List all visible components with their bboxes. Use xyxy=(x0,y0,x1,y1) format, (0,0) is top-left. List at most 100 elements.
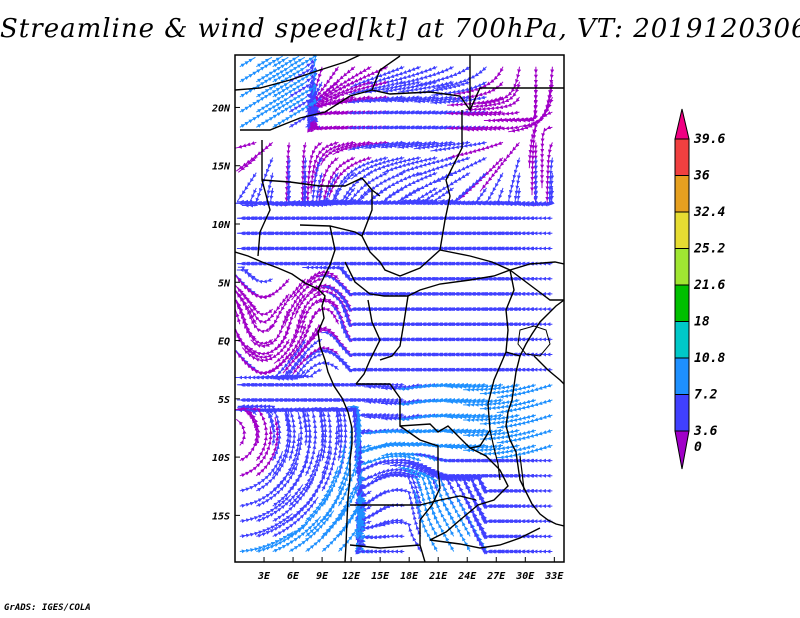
colorbar-label: 7.2 xyxy=(694,388,718,403)
streamline xyxy=(415,66,471,86)
streamline xyxy=(235,274,257,295)
streamline xyxy=(480,501,536,510)
x-tick-label: 9E xyxy=(316,571,329,582)
colorbar-label: 25.2 xyxy=(693,242,725,257)
colorbar-label: 32.4 xyxy=(693,205,725,220)
lake-malawi xyxy=(519,455,525,491)
coastline-borders xyxy=(235,55,564,562)
streamline xyxy=(458,157,504,201)
x-tick-label: 33E xyxy=(544,571,564,582)
streamline xyxy=(496,444,553,460)
y-tick-label: 10S xyxy=(212,453,230,464)
streamline xyxy=(490,157,521,205)
x-tick-label: 3E xyxy=(257,571,271,582)
streamline xyxy=(235,418,247,446)
streamline xyxy=(321,482,358,537)
y-tick-label: 15S xyxy=(212,511,230,522)
colorbar-segment xyxy=(674,394,690,432)
streamline xyxy=(439,478,471,537)
streamline xyxy=(337,408,348,476)
border-zambia xyxy=(429,447,509,541)
x-tick-label: 6E xyxy=(287,571,300,582)
streamline xyxy=(239,55,283,83)
lake-victoria xyxy=(517,325,551,357)
colorbar-segment xyxy=(674,211,690,249)
streamline xyxy=(348,80,405,96)
streamline xyxy=(274,293,306,351)
border-algeria xyxy=(240,55,401,131)
streamline xyxy=(256,55,300,83)
border-ethiopia xyxy=(509,269,564,301)
streamline xyxy=(268,408,325,416)
east-africa-coastline xyxy=(505,299,564,527)
streamline xyxy=(505,172,539,207)
colorbar-bottom-triangle xyxy=(674,430,690,470)
streamline xyxy=(398,65,454,85)
y-tick-label: 5N xyxy=(218,278,231,289)
colorbar-segment xyxy=(674,175,690,213)
colorbar: 03.6 7.2 10.8 18 21.6 25.2 32.4 36 39.6 xyxy=(674,108,725,470)
streamline xyxy=(367,187,422,204)
colorbar-segment xyxy=(674,357,690,395)
streamline xyxy=(355,447,389,475)
border-north xyxy=(235,55,361,91)
colorbar-label: 36 xyxy=(693,169,710,184)
chart-title: Streamline & wind speed[kt] at 700hPa, V… xyxy=(0,14,800,44)
streamline xyxy=(288,411,304,477)
colorbar-segment xyxy=(674,248,690,286)
streamline xyxy=(274,172,308,207)
streamline xyxy=(245,408,292,431)
border-libya xyxy=(371,55,471,113)
x-tick-label: 18E xyxy=(400,571,419,582)
x-tick-label: 12E xyxy=(342,571,361,582)
x-tick-label: 21E xyxy=(428,571,448,582)
border-mali-niger xyxy=(257,140,271,257)
streamline xyxy=(288,56,306,68)
streamline xyxy=(272,56,289,68)
streamline xyxy=(237,187,258,204)
streamline xyxy=(235,408,291,416)
streamline xyxy=(480,516,536,525)
streamline xyxy=(272,68,318,98)
colorbar-top-triangle xyxy=(674,108,690,140)
streamline xyxy=(356,535,388,555)
streamline xyxy=(462,125,520,132)
streamline xyxy=(256,56,273,68)
streamline xyxy=(356,518,405,532)
border-congo-drc xyxy=(355,295,409,385)
streamlines xyxy=(235,55,555,555)
streamline xyxy=(318,408,372,419)
border-angola-namibia xyxy=(350,495,477,506)
streamline xyxy=(255,417,280,477)
streamline xyxy=(288,450,320,507)
streamline xyxy=(235,309,241,325)
streamline xyxy=(293,407,325,446)
border-kenya-tz xyxy=(505,351,564,385)
streamline xyxy=(239,56,256,68)
plot-frame xyxy=(234,54,565,563)
streamline xyxy=(321,501,362,552)
border-chad xyxy=(361,190,441,277)
border-south xyxy=(429,527,541,549)
streamline xyxy=(480,486,536,494)
y-tick-label: 5S xyxy=(218,395,230,406)
streamline xyxy=(256,439,291,492)
colorbar-segment xyxy=(674,321,690,359)
colorbar-label: 21.6 xyxy=(693,278,725,293)
y-tick-label: 20N xyxy=(211,103,231,114)
streamline xyxy=(496,398,553,414)
streamline xyxy=(237,266,273,284)
streamline xyxy=(236,172,257,202)
streamline xyxy=(335,356,388,373)
streamline xyxy=(369,171,421,202)
streamline xyxy=(480,546,536,555)
streamline xyxy=(239,407,259,462)
west-africa-coastline xyxy=(235,251,353,562)
streamline xyxy=(275,187,324,206)
colorbar-segment xyxy=(674,138,690,176)
streamline xyxy=(236,268,257,280)
streamline xyxy=(256,96,308,128)
border-sudan-south xyxy=(439,249,564,271)
y-axis-ticks: 20N 15N 10N 5N EQ 5S 10S 15S xyxy=(211,103,240,522)
